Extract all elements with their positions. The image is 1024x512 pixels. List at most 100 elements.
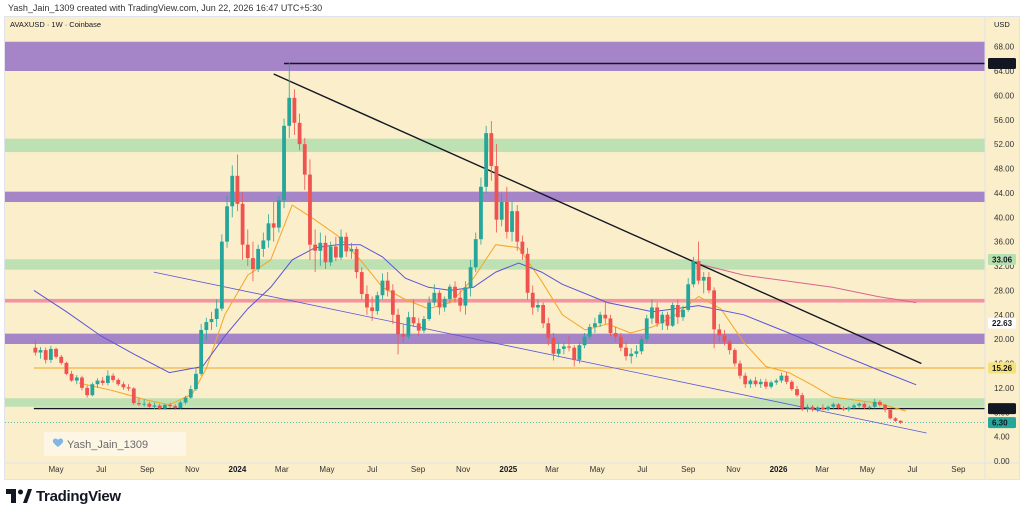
candle[interactable] [302,138,307,190]
candle[interactable] [365,285,369,315]
candle[interactable] [800,392,805,412]
candle[interactable] [789,379,794,391]
candle[interactable] [116,378,121,387]
candle[interactable] [323,235,328,270]
candle[interactable] [670,302,675,327]
candle[interactable] [468,259,473,297]
candle[interactable] [764,378,768,390]
candle[interactable] [225,195,229,248]
candle[interactable] [779,372,784,383]
candle[interactable] [722,329,727,346]
candle[interactable] [473,232,478,273]
candle[interactable] [271,202,276,242]
candle[interactable] [43,347,48,364]
candle[interactable] [406,311,411,340]
candle[interactable] [872,398,877,409]
candle[interactable] [618,333,623,352]
candle[interactable] [769,380,774,389]
candle[interactable] [463,281,468,315]
candle[interactable] [359,267,364,300]
candle[interactable] [458,290,463,312]
candle[interactable] [644,314,649,343]
candle[interactable] [422,315,426,334]
candle[interactable] [256,244,261,273]
trendline[interactable] [273,73,922,365]
candle[interactable] [479,177,483,245]
candle[interactable] [888,408,893,420]
candle[interactable] [313,229,318,273]
candle[interactable] [188,385,193,399]
candle[interactable] [530,285,535,315]
candle[interactable] [691,256,696,288]
candle[interactable] [686,278,691,312]
candle[interactable] [675,299,680,324]
candle[interactable] [38,347,43,359]
candle[interactable] [95,378,100,388]
candle[interactable] [795,386,799,398]
candle[interactable] [727,339,732,355]
candle[interactable] [74,375,79,385]
candle[interactable] [251,241,255,282]
candle[interactable] [743,372,748,388]
candle[interactable] [318,232,323,266]
candle[interactable] [375,291,380,315]
candle[interactable] [717,323,722,343]
candle[interactable] [354,246,359,279]
candle[interactable] [753,376,758,387]
candle[interactable] [349,242,354,259]
candle[interactable] [624,342,628,361]
candle[interactable] [287,63,292,139]
candle[interactable] [831,402,836,410]
candle[interactable] [33,340,38,356]
candle[interactable] [810,404,815,412]
candle[interactable] [183,395,188,405]
candle[interactable] [826,405,831,412]
candle[interactable] [142,399,147,407]
candle[interactable] [883,403,887,413]
candle[interactable] [681,305,685,321]
candle[interactable] [815,406,820,413]
candle[interactable] [748,378,753,388]
candle[interactable] [411,299,416,327]
candle[interactable] [90,382,95,397]
candle[interactable] [738,360,742,379]
candle[interactable] [282,118,286,209]
candle[interactable] [152,402,157,410]
candle[interactable] [504,186,509,239]
candle[interactable] [857,402,862,408]
candle[interactable] [204,317,209,341]
candle[interactable] [546,317,551,346]
candle[interactable] [660,311,665,330]
candle[interactable] [567,336,571,352]
candle[interactable] [48,345,53,363]
candle[interactable] [577,342,582,364]
candle[interactable] [639,336,644,355]
candle[interactable] [173,404,178,410]
candle[interactable] [774,378,779,385]
candle[interactable] [712,287,717,349]
candle[interactable] [162,403,167,410]
candle[interactable] [235,154,240,212]
candle[interactable] [556,342,561,358]
candle[interactable] [432,284,437,306]
candle[interactable] [510,202,514,242]
candle[interactable] [297,113,302,151]
candle[interactable] [100,376,105,386]
candle[interactable] [696,241,701,285]
candle[interactable] [515,205,520,251]
candle[interactable] [427,296,432,321]
candle[interactable] [292,89,297,135]
candle[interactable] [308,159,312,260]
candle[interactable] [85,385,90,398]
candle[interactable] [805,404,810,413]
candle[interactable] [380,273,385,300]
candle[interactable] [593,317,597,334]
candle[interactable] [121,381,126,390]
candle[interactable] [194,368,198,391]
candle[interactable] [147,401,152,408]
candle[interactable] [732,348,737,367]
candle[interactable] [240,192,245,260]
candle[interactable] [437,290,442,315]
candle[interactable] [499,192,504,227]
candle[interactable] [214,299,219,327]
